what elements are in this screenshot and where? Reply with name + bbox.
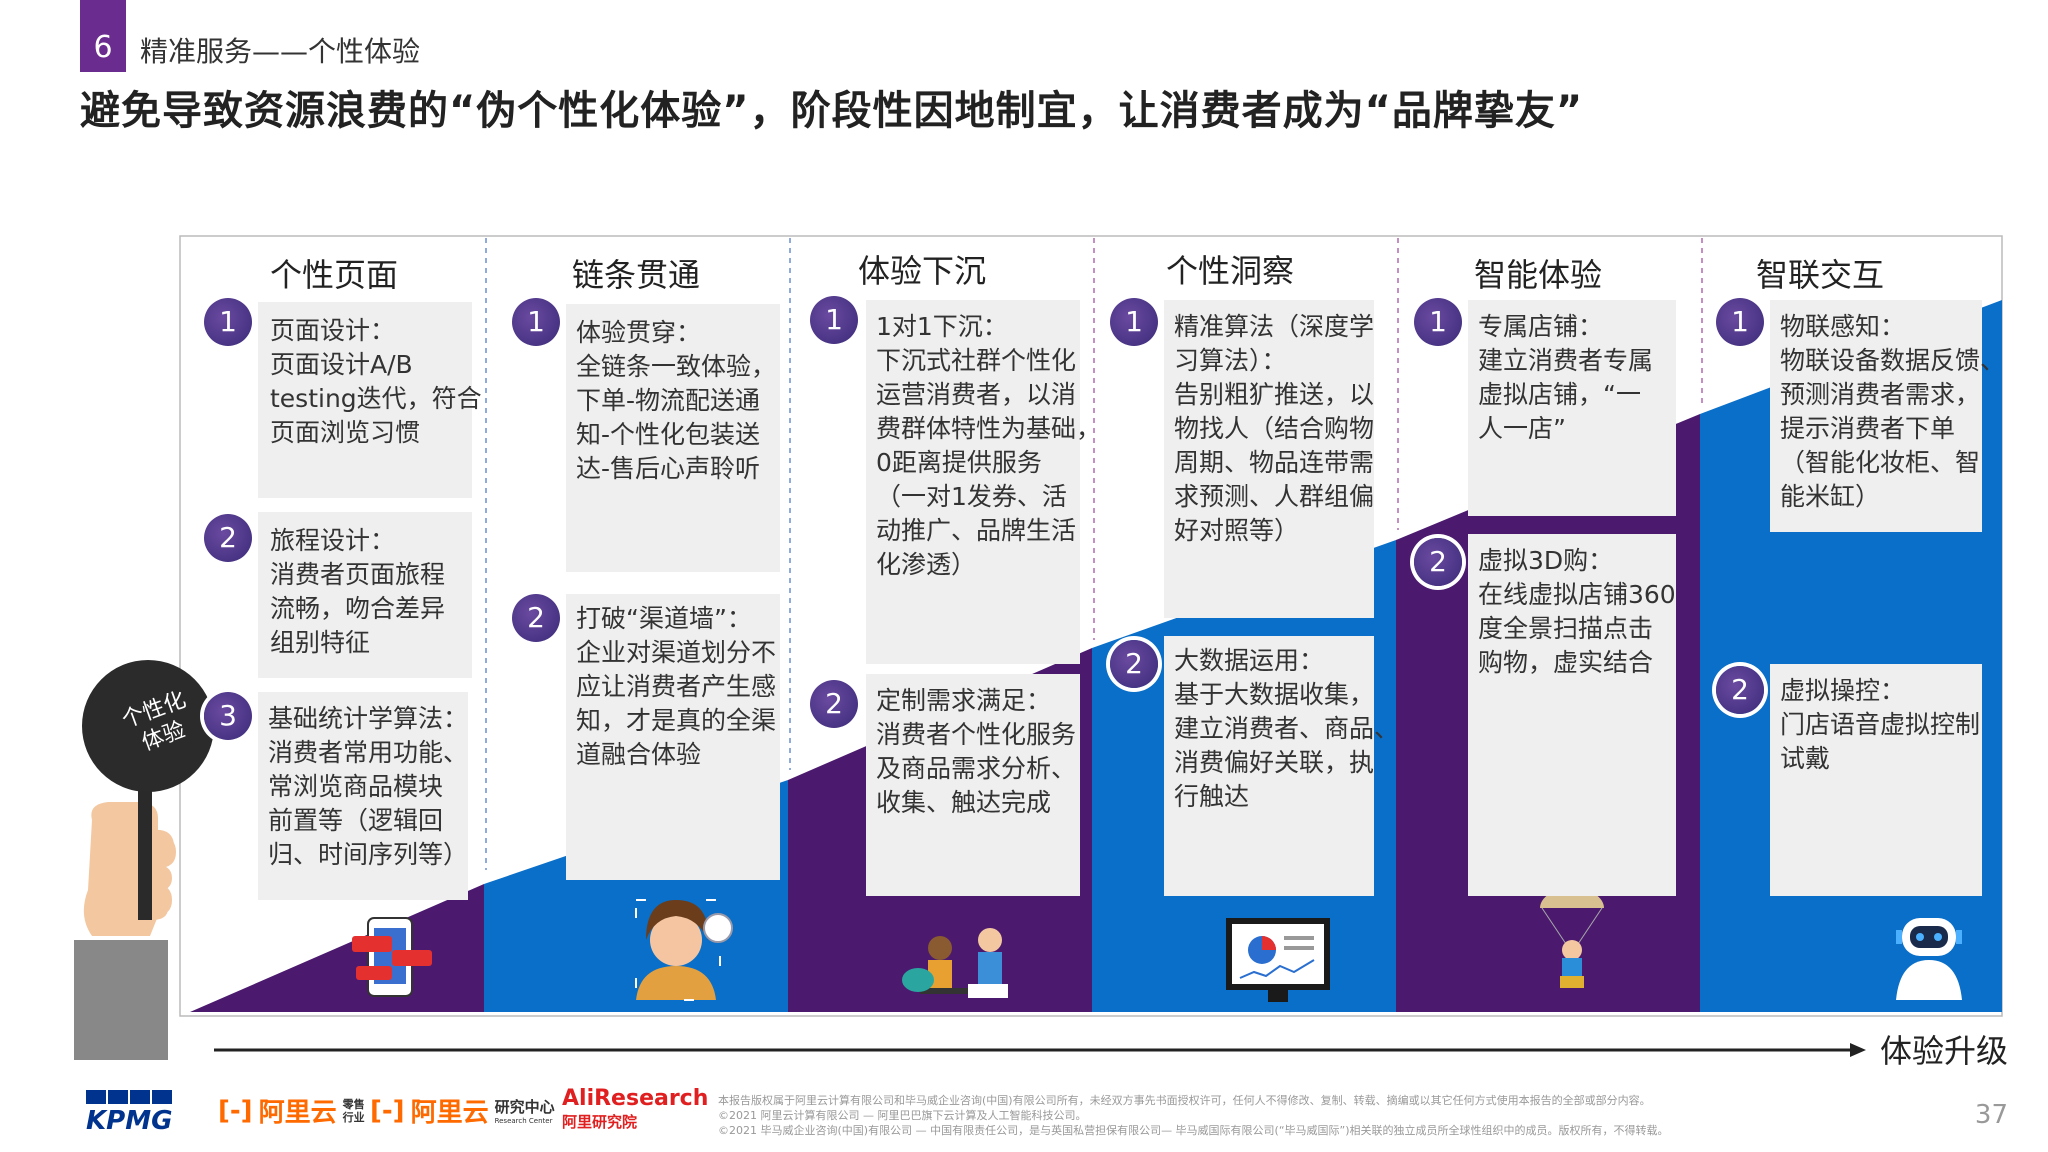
item-box-6-2 <box>1770 664 1982 896</box>
aliyun-research-en: Research Center <box>494 1117 553 1125</box>
item-box-4-2 <box>1164 636 1374 896</box>
axis-label: 体验升级 <box>1880 1032 2009 1070</box>
item-number-2-2: 2 <box>512 594 560 642</box>
item-number-1-3: 3 <box>204 692 252 740</box>
item-text-6-2: 虚拟操控： 门店语音虚拟控制 试戴 <box>1780 676 1981 773</box>
item-box-4-1 <box>1164 300 1374 618</box>
hand-sign-illustration <box>74 660 214 1060</box>
item-box-5-1 <box>1468 300 1676 516</box>
section-number: 6 <box>80 0 126 72</box>
column-title-6: 智联交互 <box>1755 256 1884 294</box>
item-number-6-1: 1 <box>1716 298 1764 346</box>
item-number-3-2: 2 <box>810 680 858 728</box>
item-text-4-1: 精准算法（深度学 习算法）： 告别粗犷推送，以 物找人（结合购物 周期、物品连带… <box>1174 312 1375 545</box>
aliyun-retail-sub: 零售 行业 <box>342 1097 365 1124</box>
item-text-5-1: 专属店铺： 建立消费者专属 虚拟店铺，“一 人一店” <box>1478 312 1654 443</box>
face-recognition-icon <box>635 899 733 1001</box>
analytics-monitor-icon <box>1226 918 1330 1002</box>
item-text-1-2: 旅程设计： 消费者页面旅程 流畅，吻合差异 组别特征 <box>270 526 446 657</box>
footer-copyright-2: ©2021 阿里云计算有限公司 — 阿里巴巴旗下云计算及人工智能科技公司。 <box>718 1109 1087 1122</box>
aliyun-bracket-icon: [-] <box>218 1095 253 1126</box>
item-number-6-2: 2 <box>1716 666 1764 714</box>
stair-segment-1 <box>190 884 484 1012</box>
item-box-2-2 <box>566 594 780 880</box>
item-number-3-1: 1 <box>810 296 858 344</box>
item-number-5-2: 2 <box>1414 538 1462 586</box>
item-text-2-1: 体验贯穿： 全链条一致体验， 下单-物流配送通 知-个性化包装送 达-售后心声聆… <box>576 318 777 483</box>
item-box-6-1 <box>1770 300 1982 532</box>
item-text-1-1: 页面设计： 页面设计A/B testing迭代，符合 页面浏览习惯 <box>270 316 482 447</box>
people-chatting-icon <box>902 928 1008 998</box>
item-number-5-1: 1 <box>1414 298 1462 346</box>
ali-research-en: AliResearch <box>562 1086 709 1111</box>
item-text-1-3: 基础统计学算法： 消费者常用功能、 常浏览商品模块 前置等（逻辑回 归、时间序列… <box>268 704 469 869</box>
item-box-3-1 <box>866 300 1080 664</box>
item-text-3-1: 1对1下沉： 下沉式社群个性化 运营消费者，以消 费群体特性为基础， 0距离提供… <box>876 312 1102 579</box>
aliyun-retail-logo: [-] 阿里云 零售 行业 <box>218 1092 365 1129</box>
ali-research-cn: 阿里研究院 <box>562 1113 638 1131</box>
ali-research-logo: AliResearch 阿里研究院 <box>562 1086 708 1132</box>
page-number: 37 <box>1974 1100 2008 1130</box>
kpmg-wordmark: KPMG <box>86 1106 173 1136</box>
item-number-1-1: 1 <box>204 298 252 346</box>
item-number-1-2: 2 <box>204 514 252 562</box>
item-text-5-2: 虚拟3D购： 在线虚拟店铺360 度全景扫描点击 购物，虚实结合 <box>1478 546 1676 677</box>
aliyun-bracket-icon-2: [-] <box>370 1095 405 1126</box>
column-title-5: 智能体验 <box>1473 256 1602 294</box>
item-text-2-2: 打破“渠道墙”： 企业对渠道划分不 应让消费者产生感 知，才是真的全渠 道融合体… <box>576 604 777 769</box>
item-box-1-3 <box>258 692 468 900</box>
item-box-5-2 <box>1468 534 1676 896</box>
item-box-2-1 <box>566 304 780 572</box>
column-title-2: 链条贯通 <box>571 256 700 294</box>
robot-icon <box>1896 918 1962 1000</box>
footer-copyright-3: ©2021 毕马威企业咨询(中国)有限公司 — 中国有限责任公司，是与英国私营担… <box>718 1124 1669 1137</box>
aliyun-research-logo: [-] 阿里云 研究中心 Research Center <box>370 1092 555 1129</box>
phone-chat-icon <box>352 917 432 997</box>
item-box-3-2 <box>866 674 1080 896</box>
item-text-4-2: 大数据运用： 基于大数据收集， 建立消费者、商品、 消费偏好关联，执 行触达 <box>1174 646 1400 811</box>
footer-copyright-1: 本报告版权属于阿里云计算有限公司和毕马威企业咨询(中国)有限公司所有，未经双方事… <box>718 1094 1651 1107</box>
column-title-1: 个性页面 <box>269 256 398 294</box>
aliyun-retail-name: 阿里云 <box>258 1098 337 1128</box>
aliyun-research-name: 阿里云 <box>410 1098 489 1128</box>
item-text-6-1: 物联感知： 物联设备数据反馈、 预测消费者需求， 提示消费者下单 （智能化妆柜、… <box>1780 312 2006 511</box>
section-title: 精准服务——个性体验 <box>140 35 421 68</box>
column-title-3: 体验下沉 <box>857 252 986 290</box>
item-box-1-1 <box>258 302 472 498</box>
page-headline: 避免导致资源浪费的“伪个性化体验”，阶段性因地制宜，让消费者成为“品牌挚友” <box>80 88 1584 134</box>
item-box-1-2 <box>258 512 472 678</box>
column-title-4: 个性洞察 <box>1165 252 1294 290</box>
item-number-4-2: 2 <box>1110 640 1158 688</box>
kpmg-logo: KPMG <box>86 1090 174 1136</box>
item-number-2-1: 1 <box>512 298 560 346</box>
item-number-4-1: 1 <box>1110 298 1158 346</box>
item-text-3-2: 定制需求满足： 消费者个性化服务 及商品需求分析、 收集、触达完成 <box>876 686 1077 817</box>
aliyun-research-sub: 研究中心 <box>494 1098 555 1116</box>
